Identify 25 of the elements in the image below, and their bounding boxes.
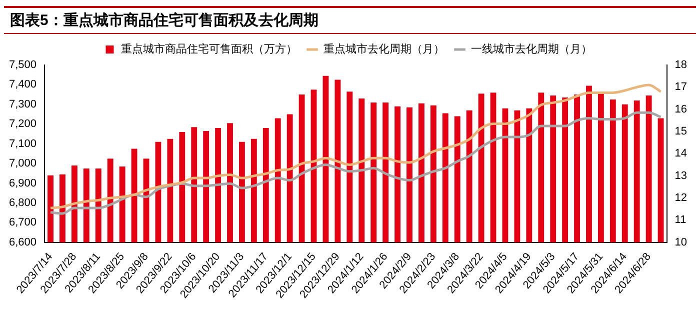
y-tick-label: 7,100 [8, 138, 37, 150]
y2-tick-label: 18 [674, 59, 688, 72]
y2-tick-label: 12 [674, 192, 688, 204]
y2-tick-label: 17 [674, 81, 688, 94]
y2-tick-label: 11 [674, 214, 686, 226]
y-tick-label: 7,400 [8, 78, 37, 91]
legend-label: 重点城市商品住宅可售面积（万方） [120, 42, 297, 56]
y-tick-label: 7,300 [8, 98, 37, 110]
y-tick-label: 7,000 [8, 158, 37, 170]
y2-tick-label: 13 [674, 170, 688, 182]
y-tick-label: 7,200 [8, 118, 37, 130]
y-tick-label: 6,600 [8, 236, 37, 248]
y2-tick-label: 15 [674, 126, 688, 138]
y-tick-label: 6,700 [8, 216, 37, 229]
legend-label: 一线城市去化周期（月） [470, 42, 592, 56]
y-tick-label: 7,500 [8, 59, 37, 72]
y2-tick-label: 14 [674, 148, 688, 160]
y2-tick-label: 16 [674, 103, 688, 116]
legend-label: 重点城市去化周期（月） [323, 42, 444, 56]
line-series [49, 84, 662, 210]
y-tick-label: 6,900 [8, 177, 37, 190]
chart-title: 图表5：重点城市商品住宅可售面积及去化周期 [4, 6, 696, 34]
y-tick-label: 6,800 [8, 196, 37, 209]
line-series [49, 111, 662, 215]
y2-tick-label: 10 [674, 236, 688, 248]
